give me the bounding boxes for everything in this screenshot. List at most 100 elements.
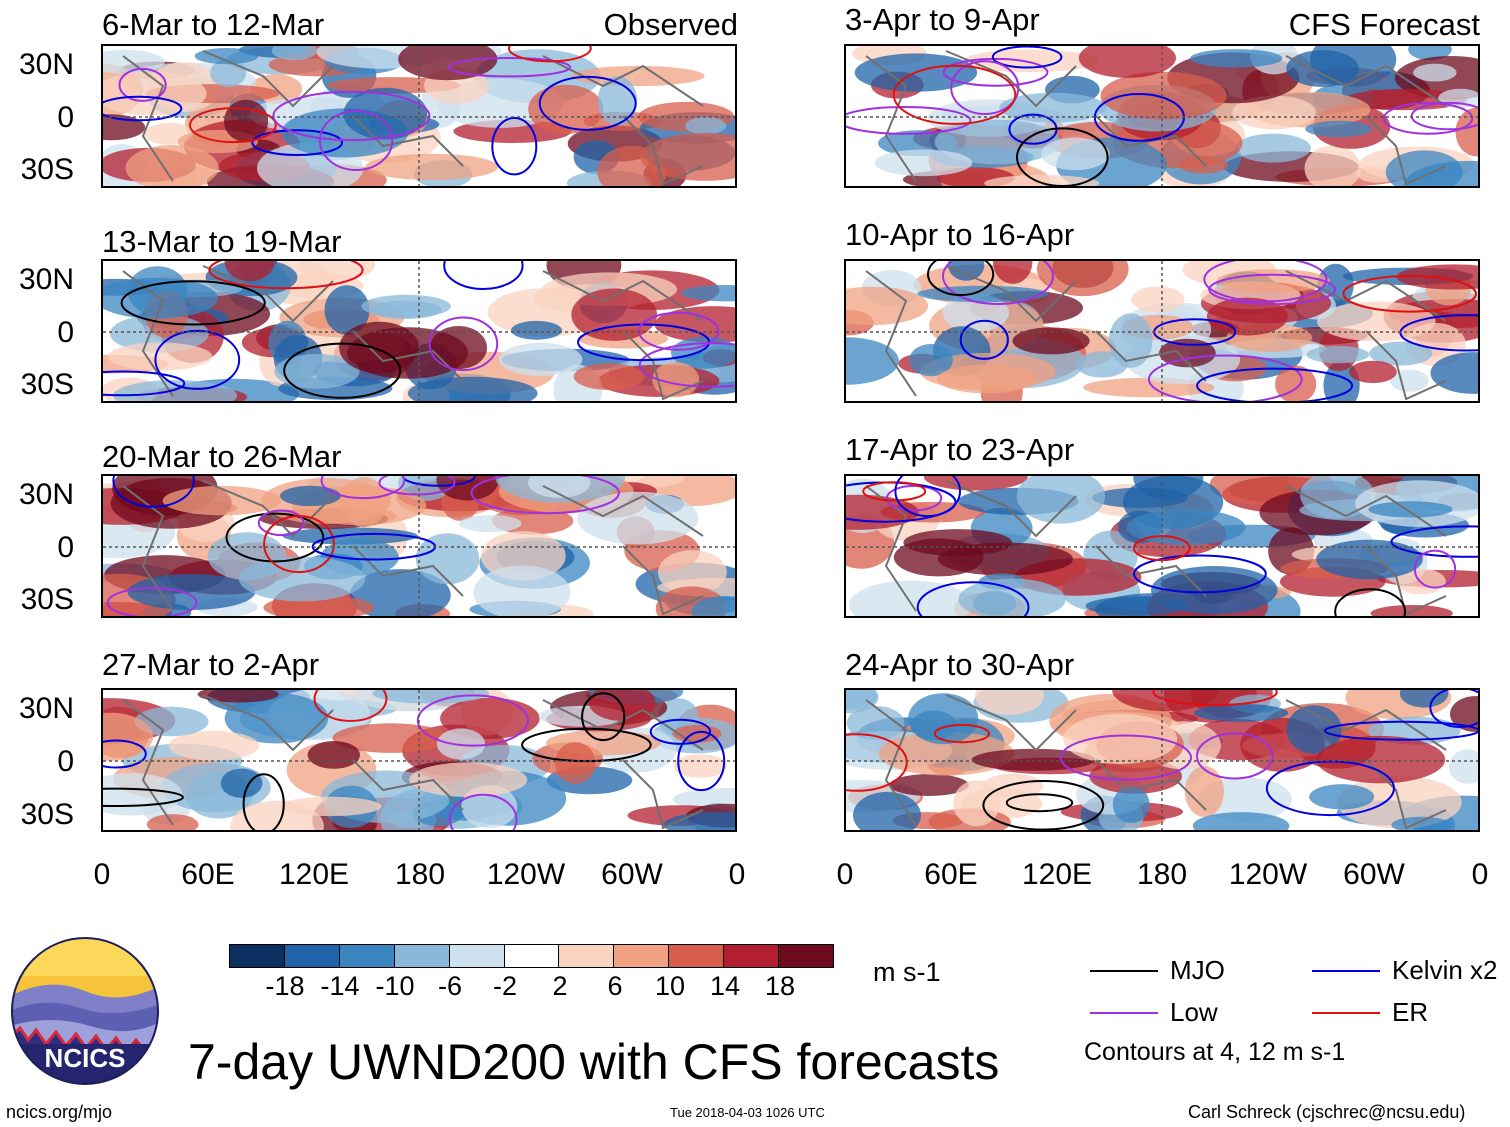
anomaly-blob <box>853 791 921 830</box>
lon-tick-right-60e: 60E <box>924 858 978 891</box>
anomaly-blob <box>1037 261 1129 297</box>
anomaly-blob <box>1349 360 1397 384</box>
contour-line <box>538 75 637 131</box>
lon-tick-left-60e: 60E <box>181 858 235 891</box>
legend-line-mjo <box>1090 970 1158 972</box>
contour-line <box>103 95 183 122</box>
colorbar-swatch <box>230 945 284 967</box>
anomaly-blob <box>962 49 1099 73</box>
anomaly-blob <box>343 87 428 140</box>
colorbar-tick: 10 <box>654 971 686 1001</box>
coastline <box>945 480 1077 538</box>
lat-tick-0-row2: 0 <box>57 316 74 349</box>
anomaly-blob <box>125 145 219 186</box>
coastline <box>865 55 917 182</box>
contour-line <box>257 509 305 537</box>
map-panel-obs-4 <box>101 688 737 832</box>
coastline <box>1095 759 1207 811</box>
anomaly-shading <box>846 476 1478 616</box>
coastline <box>622 545 704 616</box>
contour-line <box>242 773 285 830</box>
anomaly-blob <box>1399 690 1449 708</box>
anomaly-blob <box>1316 735 1446 784</box>
lat-tick-30n-row1: 30N <box>18 48 74 81</box>
coastline <box>352 545 464 597</box>
anomaly-blob <box>365 153 499 181</box>
anomaly-blob <box>1112 786 1150 823</box>
anomaly-blob <box>1078 46 1176 78</box>
coastline <box>122 699 174 826</box>
anomaly-blob <box>691 595 735 616</box>
anomaly-blob <box>1309 784 1375 810</box>
anomaly-blob <box>197 690 279 703</box>
anomaly-blob <box>1369 341 1433 366</box>
contour-line <box>1265 760 1395 817</box>
anomaly-blob <box>1413 63 1457 82</box>
anomaly-blob <box>984 175 1100 186</box>
lat-tick-0-row1: 0 <box>57 101 74 134</box>
anomaly-blob <box>846 337 899 385</box>
anomaly-blob <box>982 773 1043 799</box>
anomaly-blob <box>1126 509 1246 546</box>
colorbar-swatch <box>668 945 724 967</box>
contour-line <box>894 476 961 518</box>
coastline <box>1365 759 1447 830</box>
contour-line <box>318 110 394 171</box>
lon-tick-left-120w: 120W <box>486 858 566 891</box>
wind-anomaly-map <box>846 476 1478 616</box>
anomaly-blob <box>103 773 183 816</box>
lon-tick-right-120e: 120E <box>1021 858 1093 891</box>
anomaly-blob <box>398 46 498 81</box>
anomaly-blob <box>134 706 209 737</box>
coastline <box>1285 270 1447 322</box>
anomaly-blob <box>685 116 727 135</box>
anomaly-blob <box>640 132 735 181</box>
anomaly-blob <box>893 538 984 577</box>
anomaly-blob <box>1159 338 1216 368</box>
anomaly-blob <box>370 300 442 320</box>
coastline <box>202 265 334 323</box>
coastline <box>1095 545 1207 597</box>
panel-title-fc-4: 24-Apr to 30-Apr <box>845 647 1075 682</box>
anomaly-blob <box>528 476 591 498</box>
anomaly-blob <box>1235 133 1311 163</box>
contour-line <box>118 67 167 102</box>
colorbar-tick: -10 <box>375 971 415 1001</box>
anomaly-blob <box>1190 49 1283 68</box>
anomaly-blob <box>1206 297 1288 336</box>
coastline <box>542 55 704 107</box>
anomaly-blob <box>107 342 213 371</box>
anomaly-blob <box>874 149 973 177</box>
lon-tick-left-0: 0 <box>93 858 111 891</box>
contour-line <box>982 780 1105 830</box>
colorbar-swatch <box>503 945 559 967</box>
contour-line <box>448 793 518 830</box>
footer-url[interactable]: ncics.org/mjo <box>6 1102 113 1122</box>
anomaly-blob <box>1100 71 1227 120</box>
lat-tick-30n-row2: 30N <box>18 263 74 296</box>
colorbar-tick: 18 <box>764 971 796 1001</box>
coastline <box>202 50 334 108</box>
anomaly-blob <box>238 556 366 602</box>
lat-tick-30n-row3: 30N <box>18 478 74 511</box>
map-panel-obs-2 <box>101 259 737 403</box>
anomaly-blob <box>1192 812 1290 830</box>
anomaly-blob <box>993 261 1033 284</box>
contour-line <box>521 727 652 763</box>
anomaly-blob <box>1041 137 1110 171</box>
legend-label-low: Low <box>1170 997 1218 1027</box>
contour-line <box>1399 314 1478 352</box>
anomaly-blob <box>1286 705 1342 754</box>
forecast-label: CFS Forecast <box>1288 7 1480 42</box>
anomaly-blob <box>103 114 146 141</box>
map-panel-fc-2 <box>844 259 1480 403</box>
contour-line <box>991 46 1063 69</box>
coastline <box>1095 330 1207 382</box>
contour-line <box>1152 690 1278 707</box>
wind-anomaly-map <box>103 690 735 830</box>
logo-text: NCICS <box>45 1043 126 1073</box>
contour-line <box>263 515 335 574</box>
legend-line-low <box>1090 1012 1158 1014</box>
contour-line <box>251 129 344 156</box>
anomaly-blob <box>103 712 154 761</box>
